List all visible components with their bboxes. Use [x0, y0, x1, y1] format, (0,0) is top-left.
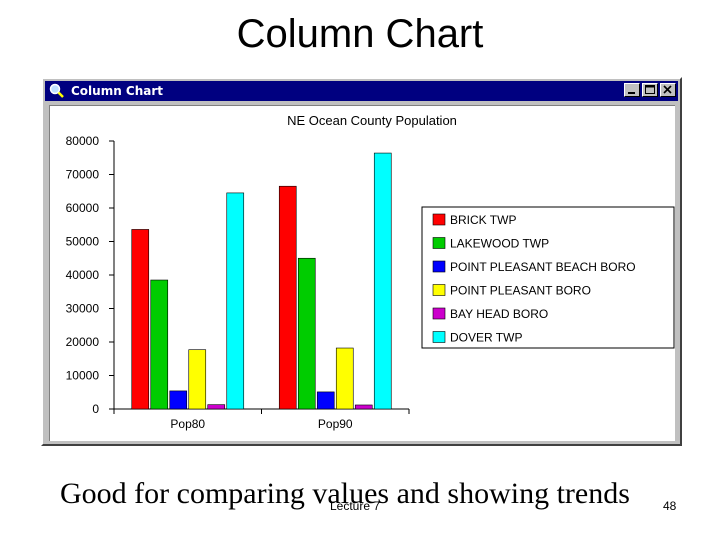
minimize-icon [628, 92, 635, 94]
y-tick-label: 30000 [66, 302, 100, 316]
window-title: Column Chart [71, 84, 164, 98]
bar [297, 257, 316, 410]
chart-title: NE Ocean County Population [287, 113, 457, 128]
y-tick-label: 60000 [66, 201, 100, 215]
bar [150, 279, 169, 410]
legend-label: LAKEWOOD TWP [450, 237, 549, 251]
legend-label: BAY HEAD BORO [450, 307, 548, 321]
bar [278, 185, 297, 410]
x-tick-label: Pop80 [170, 417, 205, 431]
close-icon [663, 85, 672, 94]
legend-label: POINT PLEASANT BEACH BORO [450, 260, 636, 274]
bar [373, 152, 392, 410]
magnifier-icon [49, 83, 65, 99]
bar [316, 391, 335, 410]
y-tick-label: 50000 [66, 235, 100, 249]
slide-caption: Good for comparing values and showing tr… [60, 477, 630, 510]
bar [335, 347, 354, 410]
bar [169, 390, 188, 410]
y-tick-label: 0 [92, 402, 99, 416]
page-number: 48 [663, 499, 677, 513]
slide-title: Column Chart [236, 12, 484, 56]
legend-swatch [432, 213, 446, 226]
bar [354, 404, 373, 410]
legend-swatch [432, 331, 446, 343]
column-chart: NE Ocean County Population 0 10000 20000 30… [66, 113, 675, 431]
y-tick-label: 20000 [66, 335, 100, 349]
legend-swatch [432, 237, 446, 249]
maximize-icon [645, 85, 655, 94]
bar [131, 229, 150, 410]
legend-label: BRICK TWP [450, 213, 516, 227]
x-tick-label: Pop90 [318, 417, 353, 431]
bar [188, 349, 207, 410]
window-titlebar[interactable]: Column Chart [45, 81, 678, 101]
y-tick-label: 10000 [66, 369, 100, 383]
legend [421, 206, 675, 349]
legend-label: DOVER TWP [450, 331, 522, 345]
y-tick-label: 70000 [66, 168, 100, 182]
chart-area: NE Ocean County Population 0 10000 20000 30… [49, 105, 675, 441]
legend-label: POINT PLEASANT BORO [450, 284, 591, 298]
minimize-button[interactable] [624, 83, 640, 97]
legend-swatch [432, 307, 446, 320]
legend-swatch [432, 260, 446, 273]
y-tick-label: 40000 [66, 268, 100, 282]
maximize-button[interactable] [642, 83, 658, 97]
legend-swatch [432, 284, 446, 296]
close-button[interactable] [660, 83, 676, 97]
bar [207, 404, 226, 410]
footer-lecture: Lecture 7 [330, 499, 381, 513]
bar [226, 192, 245, 410]
y-tick-label: 80000 [66, 134, 100, 148]
chart-window: Column Chart NE Ocean County Population … [41, 77, 682, 446]
